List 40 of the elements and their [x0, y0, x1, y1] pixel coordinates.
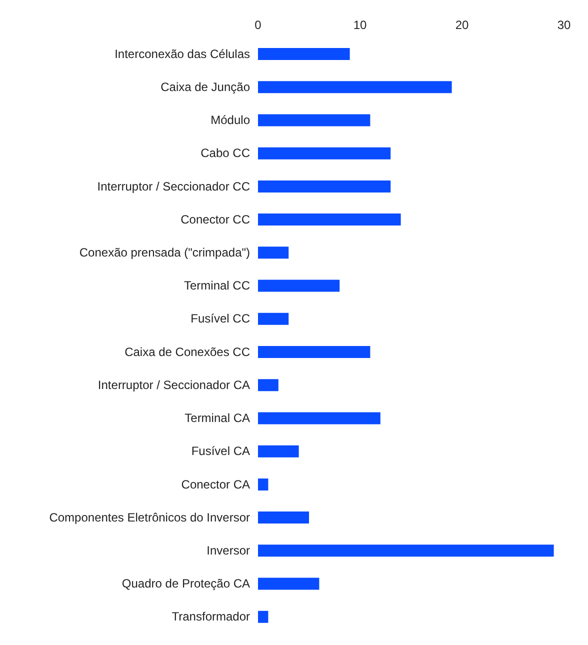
x-tick-label: 10: [353, 18, 367, 32]
y-tick-label: Interruptor / Seccionador CC: [97, 179, 250, 194]
y-tick-label: Fusível CC: [190, 312, 250, 326]
y-tick-label: Quadro de Proteção CA: [122, 576, 250, 591]
y-tick-label: Terminal CA: [184, 411, 250, 426]
y-tick-label: Módulo: [210, 113, 250, 128]
y-tick-label: Conexão prensada ("crimpada"): [79, 245, 250, 260]
bar: [258, 544, 554, 557]
y-tick-label: Caixa de Conexões CC: [124, 344, 250, 359]
bar: [258, 379, 278, 392]
y-tick-label: Conector CC: [180, 212, 250, 226]
bar: [258, 610, 268, 623]
y-tick-label: Conector CA: [181, 477, 250, 492]
bar: [258, 280, 340, 292]
bar: [258, 246, 289, 259]
bar: [258, 180, 391, 192]
bar: [258, 412, 380, 424]
x-tick-label: 0: [254, 18, 262, 32]
y-tick-label: Interruptor / Seccionador CA: [98, 378, 250, 392]
bar: [258, 578, 320, 590]
bar: [258, 478, 268, 490]
y-tick-label: Fusível CA: [191, 444, 250, 458]
bar: [258, 114, 370, 126]
y-tick-label: Transformador: [172, 610, 250, 624]
bar: [258, 445, 299, 458]
y-tick-label: Inversor: [206, 543, 250, 558]
y-tick-label: Componentes Eletrônicos do Inversor: [49, 510, 250, 524]
y-tick-label: Interconexão das Células: [114, 46, 250, 61]
bar: [258, 214, 401, 226]
bar: [258, 512, 309, 524]
bar: [258, 312, 289, 325]
y-tick-label: Cabo CC: [200, 146, 250, 160]
bar: [258, 81, 452, 94]
y-tick-label: Caixa de Junção: [160, 80, 250, 94]
y-tick-label: Terminal CC: [184, 278, 250, 293]
bar: [258, 48, 350, 60]
bar: [258, 147, 391, 160]
x-tick-label: 30: [557, 18, 571, 32]
x-tick-label: 20: [455, 18, 469, 32]
bar: [258, 346, 370, 358]
